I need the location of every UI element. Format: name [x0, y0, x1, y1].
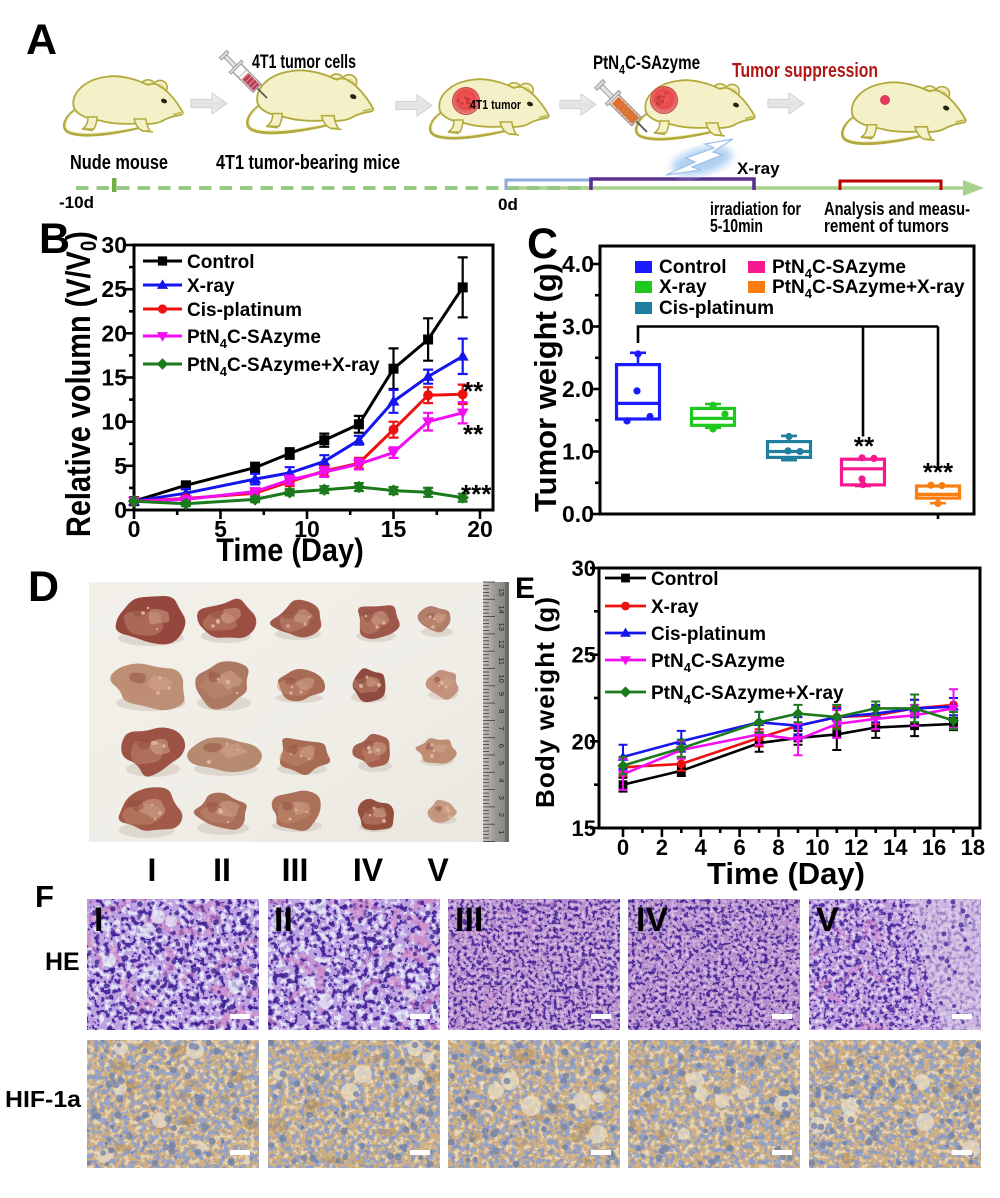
svg-text:III: III — [282, 852, 309, 888]
svg-text:Control: Control — [187, 252, 255, 273]
svg-text:Cis-platinum: Cis-platinum — [651, 624, 766, 645]
svg-text:12: 12 — [844, 835, 868, 860]
svg-text:Relative volumn (V/V0): Relative volumn (V/V0) — [59, 231, 102, 537]
svg-text:II: II — [274, 901, 293, 939]
svg-text:2: 2 — [656, 835, 668, 860]
svg-text:20: 20 — [101, 320, 127, 346]
svg-text:IV: IV — [636, 901, 668, 939]
svg-text:1.0: 1.0 — [562, 439, 594, 465]
svg-text:PtN4C-SAzyme: PtN4C-SAzyme — [593, 51, 700, 77]
svg-text:Nude mouse: Nude mouse — [70, 152, 168, 174]
svg-text:X-ray: X-ray — [651, 597, 699, 618]
svg-text:PtN4C-SAzyme+X-ray: PtN4C-SAzyme+X-ray — [187, 355, 380, 379]
svg-text:5: 5 — [114, 453, 127, 479]
svg-text:PtN4C-SAzyme: PtN4C-SAzyme — [772, 257, 906, 281]
svg-text:3.0: 3.0 — [562, 314, 594, 340]
svg-text:0d: 0d — [498, 195, 518, 214]
svg-text:IV: IV — [353, 852, 384, 888]
svg-text:Cis-platinum: Cis-platinum — [187, 300, 302, 321]
svg-text:16: 16 — [922, 835, 946, 860]
svg-text:18: 18 — [961, 835, 985, 860]
svg-text:**: ** — [463, 419, 484, 449]
svg-text:Tumor suppression: Tumor suppression — [732, 60, 878, 82]
svg-text:F: F — [35, 879, 54, 914]
svg-text:8: 8 — [772, 835, 784, 860]
svg-text:Time (Day): Time (Day) — [707, 856, 865, 891]
svg-text:Cis-platinum: Cis-platinum — [659, 298, 774, 319]
svg-text:PtN4C-SAzyme+X-ray: PtN4C-SAzyme+X-ray — [772, 277, 965, 301]
svg-text:15: 15 — [101, 365, 127, 391]
svg-text:13: 13 — [497, 623, 506, 631]
svg-text:0.0: 0.0 — [562, 501, 594, 527]
svg-text:PtN4C-SAzyme: PtN4C-SAzyme — [651, 651, 785, 675]
svg-text:8: 8 — [497, 709, 506, 713]
svg-text:B: B — [39, 215, 70, 263]
svg-text:X-ray: X-ray — [187, 276, 235, 297]
svg-text:**: ** — [854, 431, 875, 461]
svg-text:4: 4 — [695, 835, 708, 860]
svg-text:4: 4 — [497, 778, 506, 782]
svg-text:-10d: -10d — [59, 193, 94, 212]
svg-text:X-ray: X-ray — [659, 277, 707, 298]
svg-text:4T1 tumor cells: 4T1 tumor cells — [252, 52, 356, 73]
svg-text:10: 10 — [497, 675, 506, 683]
svg-text:III: III — [455, 901, 483, 939]
svg-text:HE: HE — [45, 948, 80, 976]
svg-text:0: 0 — [128, 516, 141, 542]
svg-text:6: 6 — [497, 744, 506, 748]
svg-text:C: C — [527, 220, 558, 268]
svg-text:I: I — [94, 901, 103, 939]
svg-text:5-10min: 5-10min — [710, 216, 763, 236]
svg-text:3: 3 — [497, 796, 506, 800]
svg-text:10: 10 — [294, 516, 320, 542]
svg-text:15: 15 — [497, 588, 506, 596]
svg-text:0: 0 — [617, 835, 629, 860]
svg-text:11: 11 — [497, 657, 506, 665]
svg-text:HIF-1a: HIF-1a — [5, 1086, 81, 1112]
svg-text:Body weight (g): Body weight (g) — [530, 597, 560, 808]
svg-text:5: 5 — [214, 516, 227, 542]
svg-text:15: 15 — [381, 516, 407, 542]
svg-text:14: 14 — [883, 835, 908, 860]
svg-text:0: 0 — [114, 497, 127, 523]
svg-text:4T1 tumor-bearing mice: 4T1 tumor-bearing mice — [216, 152, 400, 174]
svg-text:Control: Control — [651, 569, 719, 590]
svg-text:Tumor weight (g): Tumor weight (g) — [528, 263, 563, 512]
svg-text:5: 5 — [497, 761, 506, 765]
svg-text:D: D — [28, 563, 59, 611]
svg-text:Analysis and measu-: Analysis and measu- — [824, 199, 970, 219]
svg-text:4T1 tumor: 4T1 tumor — [470, 97, 521, 112]
svg-text:E: E — [515, 572, 535, 605]
svg-text:I: I — [148, 852, 157, 888]
svg-text:4.0: 4.0 — [562, 251, 594, 277]
svg-text:Control: Control — [659, 257, 727, 278]
svg-text:***: *** — [461, 479, 492, 509]
svg-text:20: 20 — [467, 516, 493, 542]
svg-text:2: 2 — [497, 813, 506, 817]
svg-text:II: II — [213, 852, 231, 888]
svg-text:PtN4C-SAzyme: PtN4C-SAzyme — [187, 327, 321, 351]
svg-text:A: A — [26, 16, 57, 64]
svg-text:X-ray: X-ray — [737, 159, 780, 178]
svg-text:rement of tumors: rement of tumors — [824, 216, 949, 236]
svg-text:10: 10 — [101, 409, 127, 435]
svg-text:9: 9 — [497, 692, 506, 696]
svg-text:10: 10 — [805, 835, 829, 860]
svg-text:V: V — [427, 852, 449, 888]
svg-text:1: 1 — [497, 830, 506, 834]
svg-text:7: 7 — [497, 726, 506, 730]
svg-text:V: V — [816, 901, 839, 939]
svg-text:12: 12 — [497, 640, 506, 648]
svg-text:2.0: 2.0 — [562, 376, 594, 402]
svg-text:25: 25 — [101, 276, 127, 302]
svg-text:irradiation for: irradiation for — [710, 199, 801, 219]
svg-text:**: ** — [463, 376, 484, 406]
svg-text:PtN4C-SAzyme+X-ray: PtN4C-SAzyme+X-ray — [651, 683, 844, 707]
svg-text:14: 14 — [497, 605, 506, 613]
svg-text:30: 30 — [101, 232, 127, 258]
svg-text:6: 6 — [733, 835, 745, 860]
svg-text:Time (Day): Time (Day) — [216, 533, 363, 569]
svg-text:***: *** — [923, 457, 954, 487]
